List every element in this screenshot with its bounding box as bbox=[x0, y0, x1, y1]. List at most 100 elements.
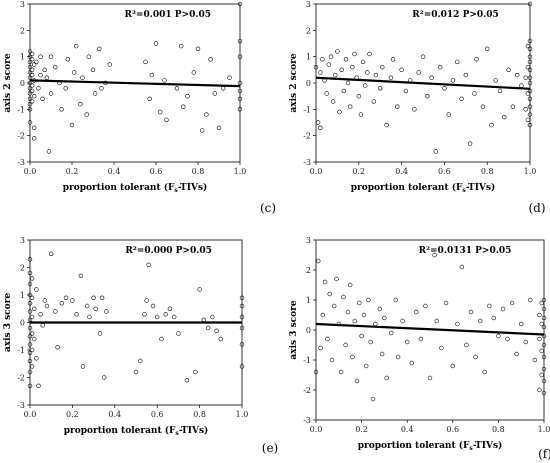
r2-annotation: R²=0.0131 P>0.05 bbox=[419, 246, 512, 256]
data-point bbox=[70, 298, 75, 303]
x-tick-label: 0.8 bbox=[192, 167, 205, 176]
data-point bbox=[532, 357, 538, 363]
data-point bbox=[27, 292, 33, 298]
data-point bbox=[468, 309, 474, 315]
data-point bbox=[150, 303, 156, 309]
y-tick-label: -3 bbox=[303, 158, 311, 167]
data-point bbox=[210, 314, 215, 320]
y-tick-label: 2 bbox=[306, 266, 311, 275]
data-point bbox=[29, 72, 35, 78]
data-point bbox=[218, 336, 224, 342]
x-axis-label: proportion tolerant (Fs-TIVs) bbox=[358, 440, 503, 452]
data-point bbox=[382, 315, 387, 321]
data-point bbox=[379, 351, 385, 357]
data-point bbox=[313, 369, 319, 375]
scatter-panel-1: -3 -2 -1 0 1 2 3 0.0 0.2 0.4 0.6 0.8 1.0 R²=0.001 P>0… bbox=[3, 0, 276, 215]
data-point bbox=[541, 306, 547, 312]
data-point bbox=[38, 54, 43, 59]
data-point bbox=[341, 88, 346, 94]
panel-label: (c) bbox=[260, 201, 276, 215]
data-point bbox=[158, 109, 163, 115]
data-point bbox=[416, 70, 421, 75]
data-point bbox=[403, 88, 409, 94]
data-point bbox=[388, 75, 394, 80]
data-point bbox=[91, 295, 96, 300]
data-point bbox=[472, 91, 477, 96]
data-point bbox=[541, 390, 547, 396]
data-point bbox=[527, 104, 533, 109]
data-point bbox=[330, 99, 336, 104]
data-point bbox=[27, 309, 33, 314]
data-point bbox=[337, 109, 342, 115]
data-point bbox=[371, 99, 376, 104]
data-point bbox=[478, 318, 483, 324]
data-point bbox=[537, 387, 542, 393]
data-point bbox=[368, 339, 373, 345]
data-point bbox=[55, 345, 60, 350]
data-point bbox=[320, 57, 325, 62]
x-axis-label: proportion tolerant (Fs-TIVs) bbox=[351, 182, 496, 194]
x-tick-label: 1.0 bbox=[234, 167, 247, 176]
y-tick-label: -2 bbox=[17, 374, 25, 383]
data-point bbox=[463, 72, 468, 78]
data-point bbox=[325, 336, 330, 342]
data-point bbox=[324, 91, 329, 96]
x-axis-label: proportion tolerant (Fs-TIVs) bbox=[64, 425, 209, 437]
data-point bbox=[537, 336, 542, 342]
data-point bbox=[446, 112, 451, 117]
data-point bbox=[539, 372, 544, 378]
data-point bbox=[464, 342, 469, 348]
data-point bbox=[176, 331, 181, 336]
data-point bbox=[514, 351, 519, 357]
data-point bbox=[364, 363, 369, 369]
data-point bbox=[216, 125, 222, 131]
data-point bbox=[525, 43, 531, 49]
data-point bbox=[185, 93, 190, 99]
data-point bbox=[361, 312, 367, 318]
x-tick-label: 1.0 bbox=[236, 410, 249, 419]
x-tick-label: 0.4 bbox=[395, 167, 408, 176]
data-point bbox=[239, 364, 245, 369]
trend-line bbox=[315, 76, 531, 90]
data-point bbox=[27, 383, 33, 388]
data-point bbox=[370, 396, 376, 402]
data-point bbox=[99, 295, 105, 300]
data-point bbox=[384, 122, 389, 128]
x-tick-label: 0.8 bbox=[193, 410, 206, 419]
data-point bbox=[537, 312, 542, 318]
data-point bbox=[527, 1, 533, 7]
x-tick-label: 0.0 bbox=[310, 167, 323, 176]
data-point bbox=[80, 75, 85, 80]
data-point bbox=[42, 67, 47, 73]
data-point bbox=[367, 51, 372, 57]
data-point bbox=[491, 315, 496, 321]
x-tick-label: 0.0 bbox=[310, 425, 323, 434]
data-point bbox=[348, 104, 353, 109]
data-point bbox=[343, 342, 348, 348]
panel-label: (d) bbox=[528, 201, 545, 215]
y-tick-label: -3 bbox=[303, 416, 311, 425]
data-point bbox=[393, 297, 398, 303]
data-point bbox=[482, 369, 487, 375]
data-point bbox=[174, 86, 180, 91]
data-point bbox=[473, 354, 478, 360]
data-point bbox=[27, 70, 33, 75]
data-point bbox=[365, 70, 370, 75]
data-point bbox=[27, 358, 33, 364]
data-point bbox=[46, 149, 52, 154]
data-point bbox=[395, 104, 400, 109]
data-point bbox=[357, 300, 362, 306]
data-point bbox=[97, 46, 102, 51]
data-point bbox=[425, 93, 430, 99]
x-tick-label: 1.0 bbox=[538, 425, 550, 434]
data-point bbox=[450, 78, 456, 83]
data-point bbox=[74, 312, 79, 317]
data-point bbox=[390, 57, 396, 62]
data-point bbox=[239, 314, 245, 320]
data-point bbox=[201, 317, 207, 322]
data-point bbox=[541, 354, 547, 360]
r2-annotation: R²=0.012 P>0.05 bbox=[412, 10, 499, 20]
data-point bbox=[138, 358, 143, 364]
data-point bbox=[541, 324, 547, 330]
data-point bbox=[27, 107, 33, 112]
